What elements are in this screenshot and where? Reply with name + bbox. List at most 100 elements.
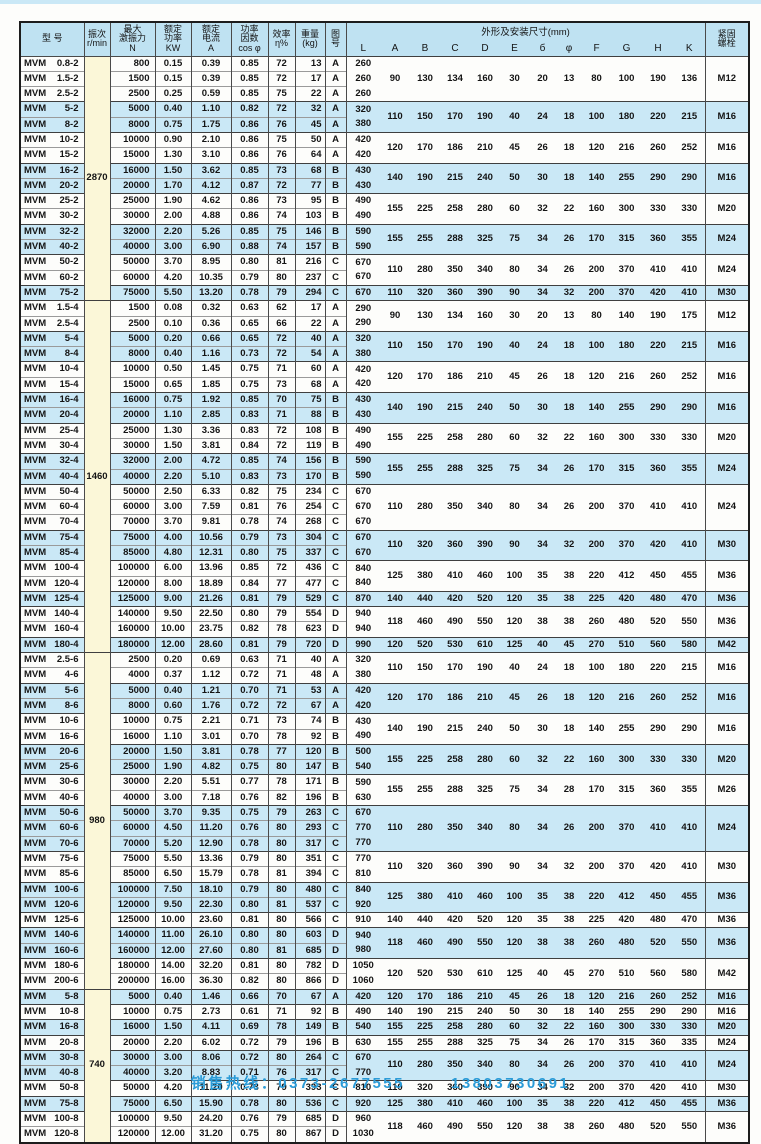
weight-cell: 48 <box>295 667 326 684</box>
efficiency-cell: 80 <box>268 835 296 852</box>
max-force-cell: 75000 <box>110 850 156 867</box>
col-header-weight: 重量 (kg) <box>294 21 326 57</box>
dim-D-cell: 325 <box>470 453 500 485</box>
dim-L-cell: 1050 <box>346 958 380 974</box>
rated-power-cell: 6.50 <box>155 866 192 883</box>
max-force-cell: 16000 <box>110 1019 156 1035</box>
figure-no-cell: D <box>325 1110 347 1127</box>
rated-current-cell: 7.18 <box>191 789 232 806</box>
rated-power-cell: 5.50 <box>155 284 192 301</box>
bolt-cell: M16 <box>704 101 750 133</box>
max-force-cell: 200000 <box>110 973 156 990</box>
figure-no-cell: A <box>325 116 347 133</box>
dim-L-cell: 630 <box>346 1034 380 1051</box>
figure-no-cell: D <box>325 636 347 653</box>
model-cell: MVM 200-6 <box>20 973 85 990</box>
table-row: MVM 5-2 5000 0.40 1.10 0.82 72 32 A 320 110 150 170 1… <box>20 101 750 133</box>
max-force-cell: 50000 <box>110 254 156 271</box>
model-cell: MVM 2.5-2 <box>20 86 85 102</box>
dim-A-cell: 110 <box>380 284 410 301</box>
weight-cell: 171 <box>295 774 326 791</box>
dim-B-cell: 150 <box>410 652 440 684</box>
efficiency-cell: 66 <box>268 315 296 332</box>
dim-φ-cell: 22 <box>556 743 582 775</box>
rated-current-cell: 0.39 <box>191 70 232 87</box>
dim-H-cell: 560 <box>642 636 674 653</box>
rated-power-cell: 1.70 <box>155 177 192 194</box>
power-factor-cell: 0.85 <box>231 162 269 179</box>
weight-cell: 304 <box>295 529 326 546</box>
efficiency-cell: 79 <box>268 590 296 607</box>
rated-current-cell: 9.81 <box>191 514 232 531</box>
model-cell: MVM 85-6 <box>20 866 85 883</box>
bolt-cell: M24 <box>704 453 750 485</box>
dim-L-cell: 770 <box>346 836 380 852</box>
weight-cell: 68 <box>295 376 326 393</box>
rated-power-cell: 1.10 <box>155 728 192 745</box>
max-force-cell: 120000 <box>110 575 156 592</box>
power-factor-cell: 0.83 <box>231 407 269 424</box>
dim-F-cell: 160 <box>582 422 611 454</box>
dim-D-cell: 325 <box>470 1034 500 1051</box>
model-cell: MVM 140-6 <box>20 927 85 944</box>
page-top-strip <box>0 0 761 4</box>
dim-G-cell: 370 <box>611 284 642 301</box>
power-factor-cell: 0.80 <box>231 254 269 271</box>
rated-current-cell: 22.30 <box>191 896 232 913</box>
dim-б-cell: 35 <box>529 912 556 928</box>
power-factor-cell: 0.80 <box>231 544 269 561</box>
weight-cell: 685 <box>295 942 326 959</box>
rated-current-cell: 7.59 <box>191 499 232 515</box>
dim-H-cell: 520 <box>642 606 674 638</box>
dim-L-cell: 540 <box>346 759 380 775</box>
rated-current-cell: 11.20 <box>191 820 232 837</box>
dim-A-cell: 140 <box>380 1003 410 1020</box>
dim-φ-cell: 18 <box>556 330 582 362</box>
figure-no-cell: A <box>325 988 347 1005</box>
dim-K-cell: 580 <box>674 636 706 653</box>
rated-current-cell: 8.06 <box>191 1049 232 1066</box>
efficiency-cell: 81 <box>268 896 296 913</box>
figure-no-cell: B <box>325 422 347 439</box>
dim-K-cell: 215 <box>674 652 706 684</box>
dim-D-cell: 520 <box>470 590 500 607</box>
power-factor-cell: 0.79 <box>231 850 269 867</box>
power-factor-cell: 0.73 <box>231 1080 269 1097</box>
rated-current-cell: 18.10 <box>191 881 232 898</box>
dim-φ-cell: 32 <box>556 529 582 561</box>
rated-current-cell: 8.95 <box>191 254 232 271</box>
dim-F-cell: 170 <box>582 774 611 806</box>
efficiency-cell: 74 <box>268 514 296 531</box>
dim-K-cell: 550 <box>674 1110 706 1143</box>
dim-L-cell: 380 <box>346 117 380 133</box>
dim-B-cell: 440 <box>410 590 440 607</box>
rated-power-cell: 8.00 <box>155 575 192 592</box>
dim-A-cell: 120 <box>380 682 410 714</box>
max-force-cell: 16000 <box>110 162 156 179</box>
dim-C-cell: 530 <box>440 636 470 653</box>
table-row: MVM 30-6 30000 2.20 5.51 0.77 78 171 B 590 155 255 2… <box>20 774 750 806</box>
model-cell: MVM 180-6 <box>20 958 85 974</box>
rated-power-cell: 10.00 <box>155 621 192 638</box>
weight-cell: 623 <box>295 621 326 638</box>
max-force-cell: 30000 <box>110 437 156 454</box>
rated-current-cell: 32.20 <box>191 958 232 974</box>
max-force-cell: 70000 <box>110 835 156 852</box>
rated-power-cell: 0.90 <box>155 131 192 148</box>
rated-power-cell: 0.10 <box>155 315 192 332</box>
dim-L-cell: 290 <box>355 317 372 329</box>
max-force-cell: 70000 <box>110 514 156 531</box>
dim-B-cell: 520 <box>410 958 440 990</box>
power-factor-cell: 0.85 <box>231 392 269 408</box>
rated-current-cell: 12.90 <box>191 835 232 852</box>
power-factor-cell: 0.69 <box>231 1019 269 1035</box>
dim-L-cell: 810 <box>346 1080 380 1097</box>
efficiency-cell: 75 <box>268 131 296 148</box>
max-force-cell: 40000 <box>110 1065 156 1081</box>
power-factor-cell: 0.75 <box>231 805 269 821</box>
dim-C-cell: 420 <box>440 912 470 928</box>
col-header-dim-F: F <box>582 43 611 57</box>
dim-F-cell: 260 <box>582 606 611 638</box>
model-cell: MVM 40-4 <box>20 468 85 485</box>
dim-φ-cell: 38 <box>556 560 582 592</box>
